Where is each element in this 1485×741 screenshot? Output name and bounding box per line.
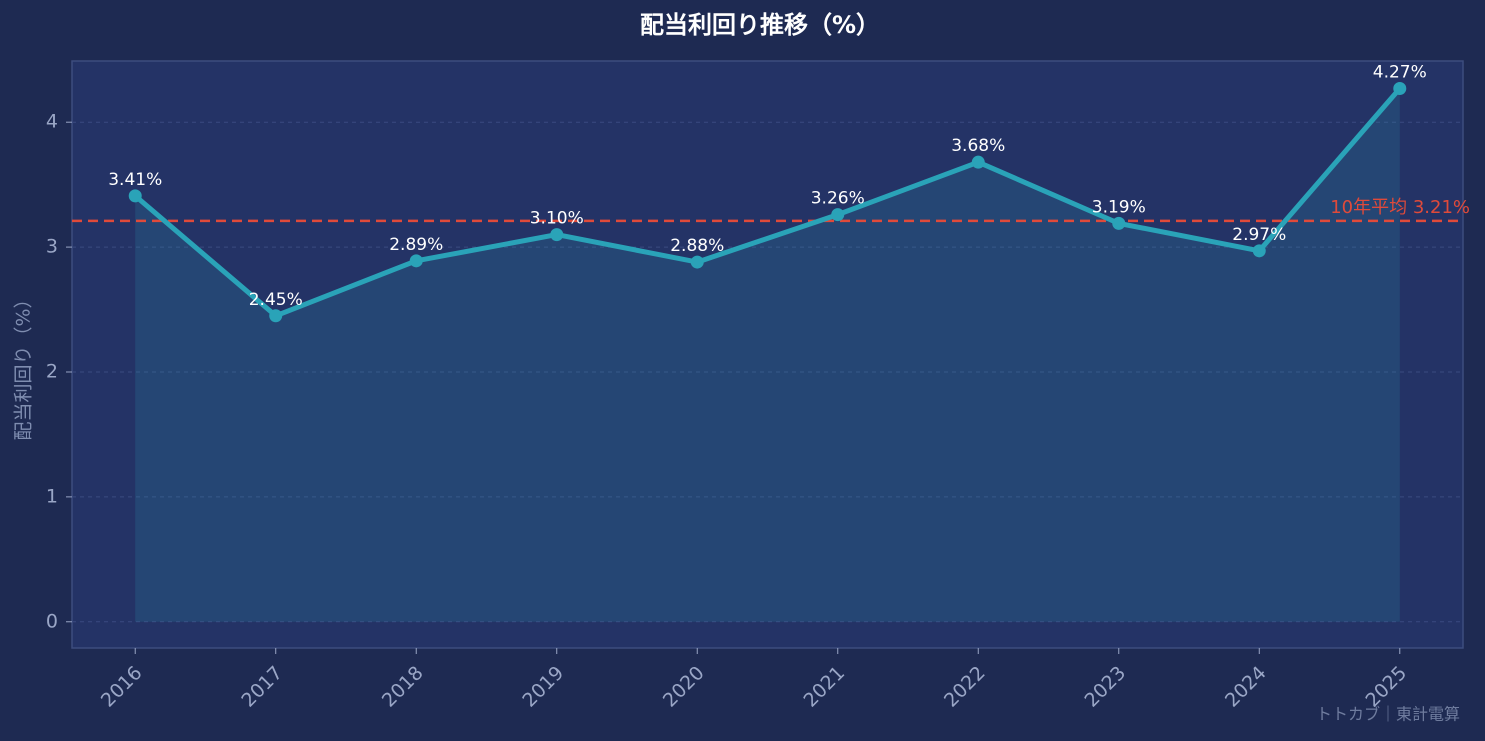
- value-label: 2.45%: [249, 290, 303, 310]
- average-label: 10年平均 3.21%: [1330, 197, 1470, 218]
- point: [269, 309, 283, 323]
- point: [1393, 81, 1407, 95]
- value-label: 2.88%: [670, 236, 724, 256]
- value-label: 2.97%: [1232, 225, 1286, 245]
- plot-area: [71, 60, 1464, 649]
- y-axis-label: 配当利回り（%）: [13, 289, 35, 440]
- point: [409, 254, 423, 268]
- y-tick-label: 4: [46, 111, 58, 133]
- y-tick-label: 1: [46, 485, 58, 507]
- point: [550, 228, 564, 242]
- y-tick-label: 2: [46, 360, 58, 382]
- point: [831, 208, 845, 222]
- value-label: 3.10%: [530, 209, 584, 229]
- chart-title: 配当利回り推移（%）: [640, 11, 880, 39]
- point: [971, 155, 985, 169]
- point: [690, 255, 704, 269]
- value-label: 4.27%: [1373, 62, 1427, 82]
- value-label: 3.19%: [1092, 197, 1146, 217]
- watermark: トトカブ｜東計電算: [1316, 705, 1460, 724]
- y-tick-label: 0: [46, 610, 58, 632]
- point: [1112, 216, 1126, 230]
- y-tick-label: 3: [46, 236, 58, 258]
- value-label: 3.41%: [108, 170, 162, 190]
- line: [133, 86, 1402, 319]
- value-label: 3.26%: [811, 189, 865, 209]
- point: [1252, 244, 1266, 258]
- value-label: 2.89%: [389, 235, 443, 255]
- value-label: 3.68%: [951, 136, 1005, 156]
- point: [128, 189, 142, 203]
